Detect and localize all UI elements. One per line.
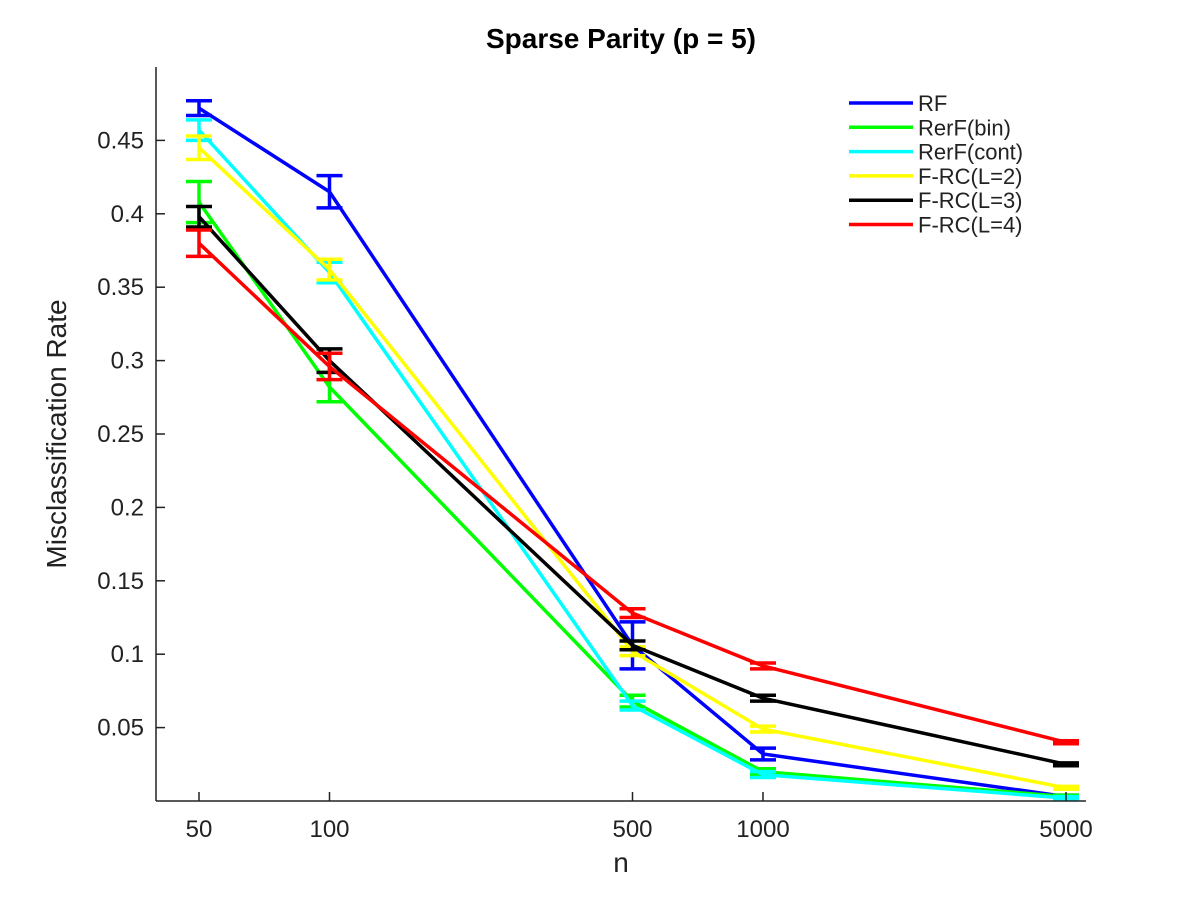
x-axis-label: n — [613, 847, 629, 878]
x-tick-label: 50 — [186, 816, 213, 843]
series-line — [197, 146, 1067, 790]
error-bar — [1053, 739, 1079, 746]
legend-item: F-RC(L=3) — [849, 188, 1023, 213]
series-line — [197, 215, 1067, 767]
y-tick-label: 0.3 — [111, 348, 144, 375]
legend-item: F-RC(L=4) — [849, 213, 1023, 238]
series-5 — [186, 228, 1079, 746]
error-bar — [186, 134, 212, 162]
error-bar — [316, 351, 343, 382]
error-bar — [749, 693, 776, 703]
ticks: 0.05 0.1 0.15 0.2 0.25 0.3 0.35 0.4 0.45 50 100 500… — [97, 127, 1092, 843]
chart-title: Sparse Parity (p = 5) — [486, 23, 756, 54]
error-bar — [619, 699, 646, 712]
legend-item: RerF(bin) — [849, 115, 1011, 140]
error-bar — [1053, 761, 1079, 768]
legend-label: F-RC(L=2) — [918, 164, 1023, 189]
error-bar — [186, 99, 212, 118]
series-4 — [186, 204, 1079, 768]
y-tick-label: 0.15 — [97, 568, 144, 595]
legend-label: RerF(bin) — [918, 115, 1011, 140]
error-bar — [1053, 784, 1079, 792]
legend-label: RF — [918, 91, 947, 116]
y-tick-label: 0.35 — [97, 274, 144, 301]
legend-label: RerF(cont) — [918, 140, 1023, 165]
error-bar — [749, 746, 776, 762]
error-bar — [186, 228, 212, 259]
y-tick-label: 0.05 — [97, 715, 144, 742]
y-tick-label: 0.45 — [97, 127, 144, 154]
error-bar — [749, 661, 776, 671]
error-bar — [619, 639, 646, 652]
error-bar — [749, 769, 776, 780]
error-bar — [316, 257, 343, 282]
legend-item: RF — [849, 91, 947, 116]
plot-area — [186, 99, 1079, 802]
x-tick-label: 5000 — [1039, 816, 1092, 843]
y-tick-label: 0.2 — [111, 494, 144, 521]
y-tick-label: 0.25 — [97, 421, 144, 448]
x-tick-label: 1000 — [736, 816, 789, 843]
legend-item: RerF(cont) — [849, 140, 1023, 165]
y-tick-label: 0.1 — [111, 641, 144, 668]
legend-item: F-RC(L=2) — [849, 164, 1023, 189]
legend: RFRerF(bin)RerF(cont)F-RC(L=2)F-RC(L=3)F… — [849, 91, 1023, 238]
y-tick-label: 0.4 — [111, 201, 144, 228]
error-bar — [316, 173, 343, 210]
legend-label: F-RC(L=4) — [918, 213, 1023, 238]
x-tick-label: 100 — [309, 816, 349, 843]
legend-label: F-RC(L=3) — [918, 188, 1023, 213]
error-bar — [619, 606, 646, 620]
error-bar — [186, 204, 212, 229]
error-bar — [749, 724, 776, 734]
y-axis-label: Misclassification Rate — [41, 299, 72, 568]
x-tick-label: 500 — [612, 816, 652, 843]
